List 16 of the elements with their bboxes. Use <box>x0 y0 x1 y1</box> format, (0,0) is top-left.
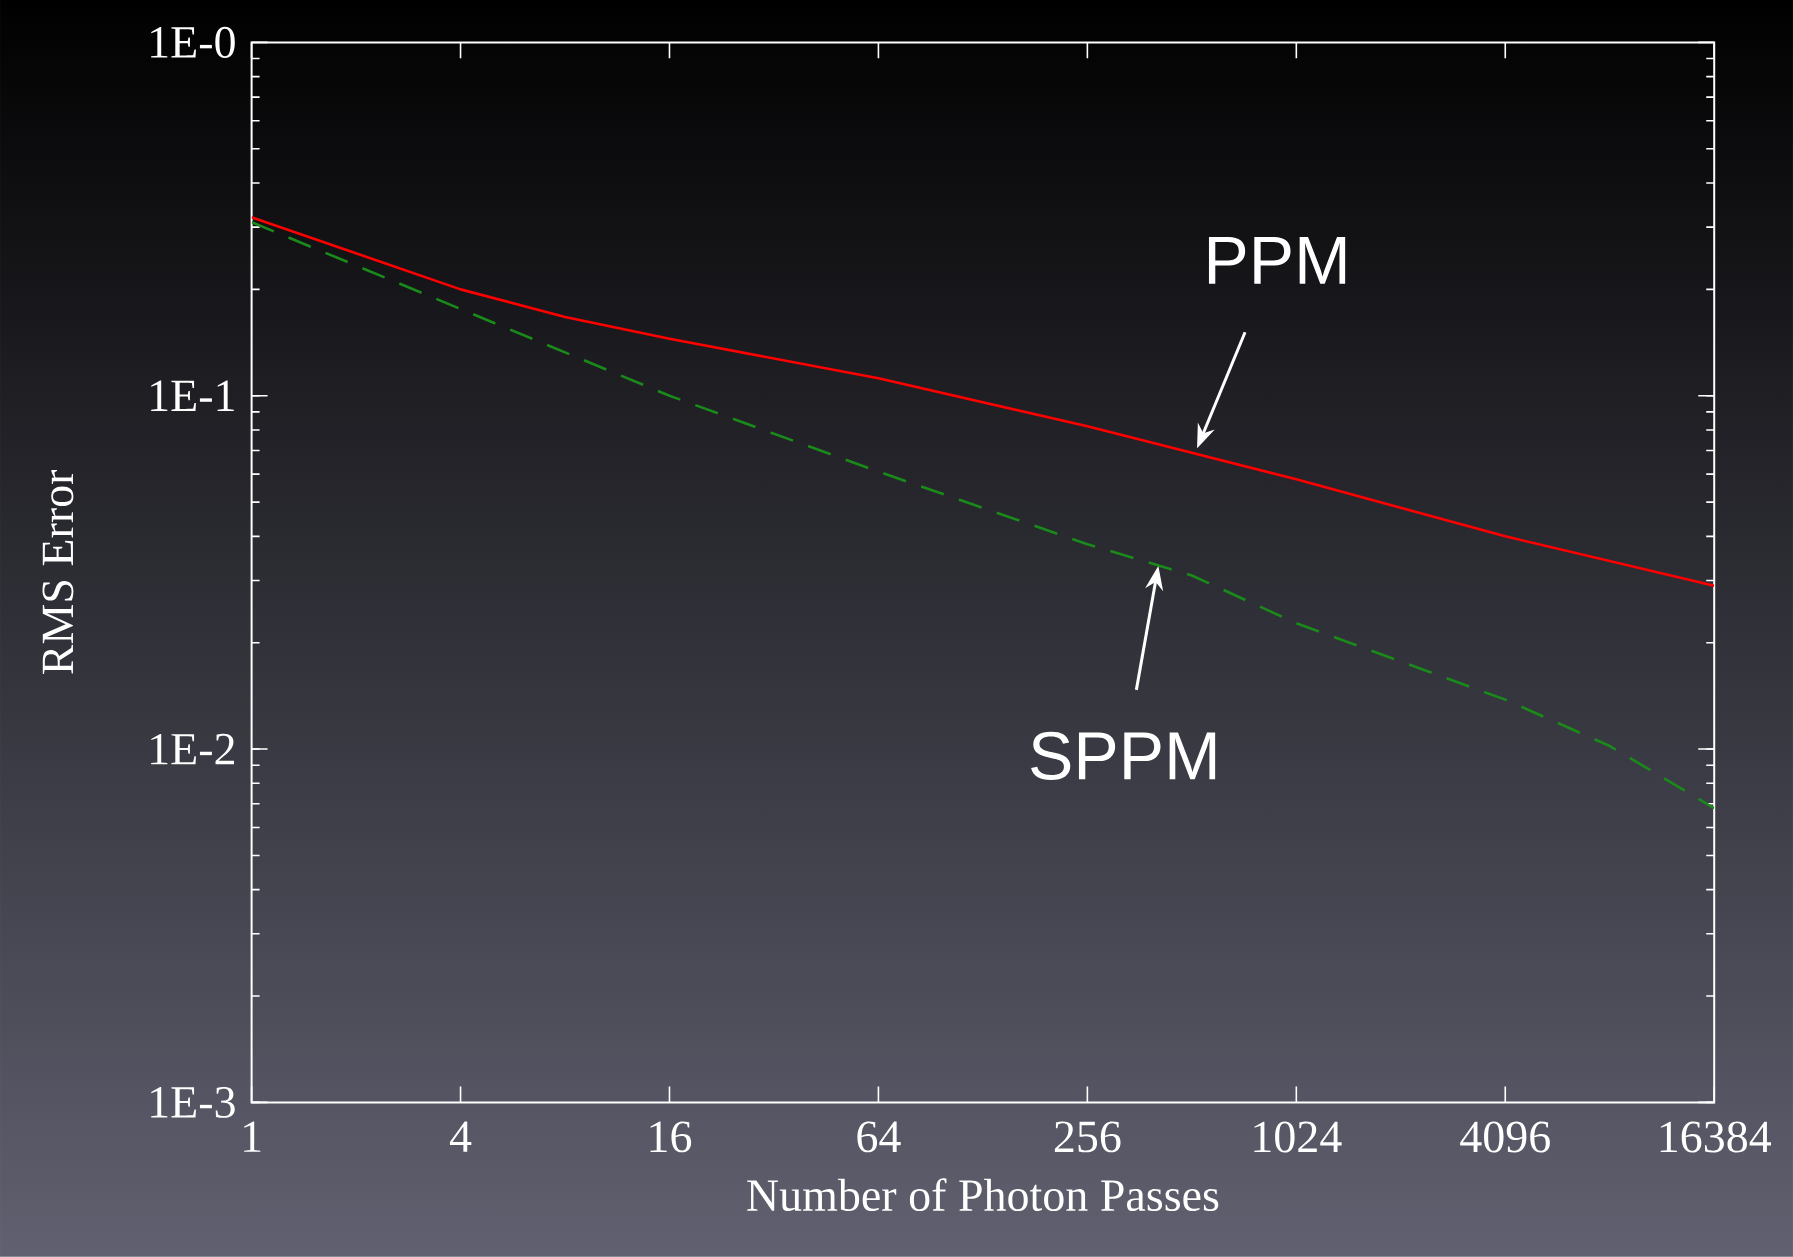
x-tick-label: 4096 <box>1460 1121 1550 1153</box>
y-axis-title: RMS Error <box>42 469 74 674</box>
y-tick-label: 1E-2 <box>151 733 235 765</box>
x-tick-label: 16384 <box>1660 1121 1772 1153</box>
x-tick-label: 1 <box>244 1121 261 1152</box>
y-tick-label: 1E-3 <box>151 1086 235 1118</box>
x-tick-label: 1024 <box>1254 1121 1342 1153</box>
y-tick-label: 1E-0 <box>151 26 235 58</box>
annotation: PPM <box>1208 236 1346 284</box>
annotation: SPPM <box>1031 731 1216 780</box>
x-tick-label: 16 <box>650 1121 692 1153</box>
x-tick-label: 4 <box>449 1121 472 1152</box>
x-tick-label: 64 <box>857 1121 901 1153</box>
x-axis-title: Number of Photon Passes <box>747 1178 1219 1212</box>
x-tick-label: 256 <box>1054 1121 1121 1153</box>
y-tick-label: 1E-1 <box>151 380 234 411</box>
